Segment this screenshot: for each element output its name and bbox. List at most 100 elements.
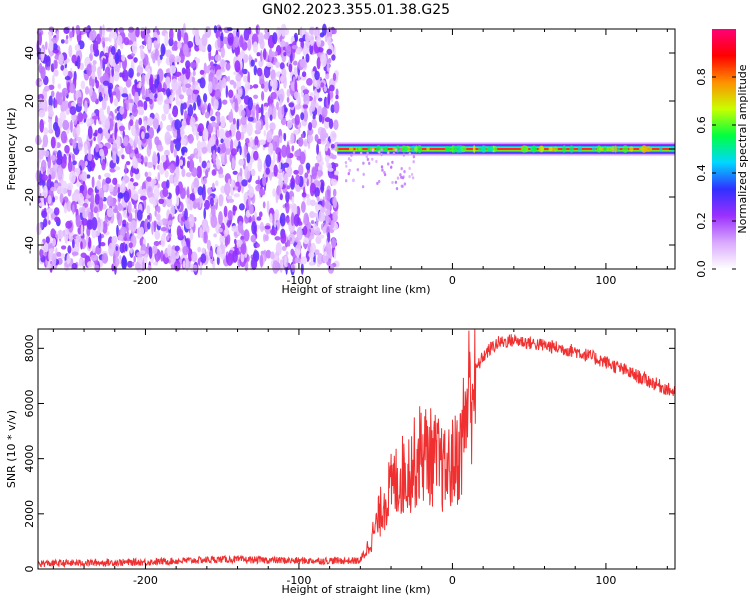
heatmap-cell bbox=[293, 60, 298, 66]
heatmap-cell bbox=[315, 204, 322, 209]
heatmap-cell bbox=[254, 58, 258, 63]
heatmap-cell bbox=[87, 125, 93, 140]
heatmap-cell bbox=[168, 113, 172, 121]
heatmap-cell bbox=[57, 83, 62, 89]
heatmap-cell bbox=[320, 182, 325, 194]
spectrogram-xtick-label: 100 bbox=[595, 274, 616, 287]
heatmap-cell bbox=[66, 253, 70, 265]
heatmap-cell bbox=[259, 211, 263, 218]
heatmap-cell bbox=[216, 159, 221, 170]
heatmap-cell bbox=[157, 144, 164, 152]
heatmap-cell bbox=[76, 55, 81, 70]
heatmap-cell bbox=[204, 199, 210, 210]
heatmap-cell bbox=[211, 144, 217, 155]
heatmap-cell bbox=[316, 195, 320, 202]
heatmap-cell bbox=[230, 108, 233, 122]
heatmap-cell bbox=[161, 113, 167, 121]
heatmap-cell bbox=[218, 211, 223, 226]
heatmap-cell bbox=[69, 170, 76, 184]
colorbar: 0.0 0.2 0.4 0.6 0.8 Normalized spectral ampl… bbox=[695, 29, 749, 278]
heatmap-cell bbox=[175, 155, 179, 169]
heatmap-cell bbox=[328, 84, 335, 92]
heatmap-cell bbox=[276, 185, 281, 196]
heatmap-cell bbox=[569, 145, 574, 153]
heatmap-cell bbox=[41, 210, 48, 219]
heatmap-cell bbox=[269, 213, 273, 223]
heatmap-cell bbox=[56, 251, 62, 257]
heatmap-cell bbox=[283, 132, 287, 142]
heatmap-cell bbox=[136, 72, 140, 77]
heatmap-cell bbox=[183, 32, 189, 47]
heatmap-cell bbox=[164, 33, 169, 47]
heatmap-cell bbox=[147, 67, 151, 80]
heatmap-cell bbox=[210, 121, 217, 128]
colorbar-tick-label: 0.8 bbox=[695, 68, 708, 86]
heatmap-cell bbox=[404, 146, 408, 152]
heatmap-cell bbox=[155, 213, 161, 221]
heatmap-cell bbox=[293, 169, 299, 175]
heatmap-cell bbox=[43, 150, 50, 158]
heatmap-cell bbox=[445, 146, 450, 152]
heatmap-cell bbox=[50, 186, 57, 192]
heatmap-cell bbox=[75, 235, 81, 240]
heatmap-cell bbox=[126, 231, 130, 241]
heatmap-cell bbox=[159, 54, 163, 60]
heatmap-cell bbox=[281, 245, 287, 251]
heatmap-cell bbox=[240, 116, 247, 126]
heatmap-cell bbox=[325, 190, 328, 201]
heatmap-cell bbox=[78, 258, 83, 267]
heatmap-cell bbox=[391, 180, 394, 185]
heatmap-cell bbox=[132, 261, 135, 267]
heatmap-cell bbox=[300, 133, 305, 138]
heatmap-cell bbox=[247, 97, 253, 111]
heatmap-cell bbox=[174, 119, 181, 131]
heatmap-cell bbox=[216, 256, 220, 266]
heatmap-cell bbox=[236, 28, 240, 39]
heatmap-cell bbox=[128, 26, 135, 33]
heatmap-cell bbox=[275, 242, 282, 256]
heatmap-cell bbox=[276, 101, 279, 111]
heatmap-cell bbox=[121, 256, 128, 270]
heatmap-cell bbox=[225, 62, 231, 71]
heatmap-cell bbox=[129, 246, 133, 254]
heatmap-cell bbox=[154, 230, 161, 240]
heatmap-cell bbox=[241, 179, 248, 187]
snr-ylabel: SNR (10 * v/v) bbox=[5, 410, 18, 488]
heatmap-cell bbox=[135, 119, 139, 131]
spectrogram-ytick-label: 20 bbox=[23, 94, 36, 108]
heatmap-cell bbox=[302, 104, 309, 109]
heatmap-cell bbox=[294, 114, 300, 126]
heatmap-cell bbox=[227, 75, 231, 82]
heatmap-cell bbox=[300, 256, 308, 265]
heatmap-cell bbox=[408, 175, 411, 179]
heatmap-cell bbox=[169, 28, 174, 41]
heatmap-cell bbox=[530, 146, 536, 152]
heatmap-cell bbox=[170, 140, 174, 154]
heatmap-cell bbox=[639, 147, 646, 151]
heatmap-cell bbox=[365, 154, 368, 159]
heatmap-cell bbox=[165, 76, 171, 86]
heatmap-cell bbox=[171, 45, 176, 51]
heatmap-cell bbox=[105, 94, 109, 102]
heatmap-cell bbox=[37, 93, 44, 101]
heatmap-cell bbox=[87, 153, 93, 161]
heatmap-cell bbox=[83, 26, 90, 33]
heatmap-cell bbox=[96, 180, 101, 190]
heatmap-cell bbox=[237, 54, 241, 60]
heatmap-cell bbox=[89, 30, 96, 42]
heatmap-cell bbox=[291, 196, 295, 205]
heatmap-cell bbox=[203, 231, 208, 244]
heatmap-cell bbox=[258, 188, 266, 196]
heatmap-cell bbox=[185, 257, 189, 272]
heatmap-cell bbox=[66, 200, 72, 212]
heatmap-cell bbox=[242, 68, 248, 75]
heatmap-cell bbox=[64, 39, 69, 45]
heatmap-cell bbox=[243, 75, 248, 83]
heatmap-cell bbox=[164, 170, 169, 178]
heatmap-cell bbox=[250, 168, 256, 177]
heatmap-cell bbox=[180, 220, 184, 227]
heatmap-cell bbox=[97, 222, 101, 236]
heatmap-cell bbox=[182, 260, 186, 269]
colorbar-ticks: 0.0 0.2 0.4 0.6 0.8 bbox=[695, 68, 736, 278]
